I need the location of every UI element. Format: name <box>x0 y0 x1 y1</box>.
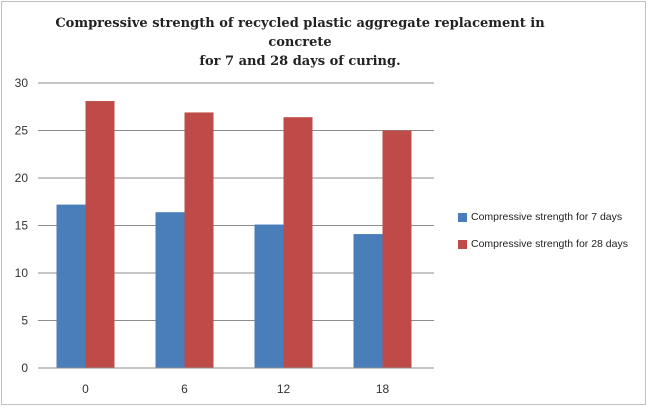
legend-label-28-days: Compressive strength for 28 days <box>471 238 628 250</box>
x-tick-label: 6 <box>181 382 188 396</box>
bar-28-days-6 <box>184 112 214 368</box>
bar-7-days-18 <box>353 234 383 368</box>
x-axis-ticks: 0 6 12 18 <box>82 382 389 396</box>
legend-swatch-28-days <box>458 239 467 249</box>
bar-7-days-0 <box>56 204 86 368</box>
bars <box>56 101 412 369</box>
y-tick-label: 15 <box>15 219 29 233</box>
x-tick-label: 12 <box>277 382 291 396</box>
y-tick-label: 20 <box>15 171 29 185</box>
y-tick-label: 10 <box>15 266 29 280</box>
y-tick-label: 5 <box>21 314 28 328</box>
legend-item-28-days: Compressive strength for 28 days <box>458 237 648 251</box>
chart-title-block: Compressive strength of recycled plastic… <box>40 14 560 71</box>
x-tick-label: 18 <box>376 382 390 396</box>
legend-item-7-days: Compressive strength for 7 days <box>458 210 648 224</box>
legend: Compressive strength for 7 days Compress… <box>458 210 648 264</box>
y-tick-label: 25 <box>15 124 29 138</box>
legend-swatch-7-days <box>458 212 467 222</box>
bar-28-days-18 <box>382 130 412 368</box>
y-axis-ticks: 0 5 10 15 20 25 30 <box>15 76 29 375</box>
bar-7-days-6 <box>155 212 185 368</box>
legend-label-7-days: Compressive strength for 7 days <box>471 211 623 223</box>
bar-7-days-12 <box>254 224 284 368</box>
y-tick-label: 0 <box>21 361 28 375</box>
bar-28-days-12 <box>283 117 313 368</box>
chart-title: Compressive strength of recycled plastic… <box>55 16 545 50</box>
y-tick-label: 30 <box>15 76 29 90</box>
bar-28-days-0 <box>85 101 115 369</box>
chart-subtitle: for 7 and 28 days of curing. <box>199 54 401 69</box>
x-tick-label: 0 <box>82 382 89 396</box>
